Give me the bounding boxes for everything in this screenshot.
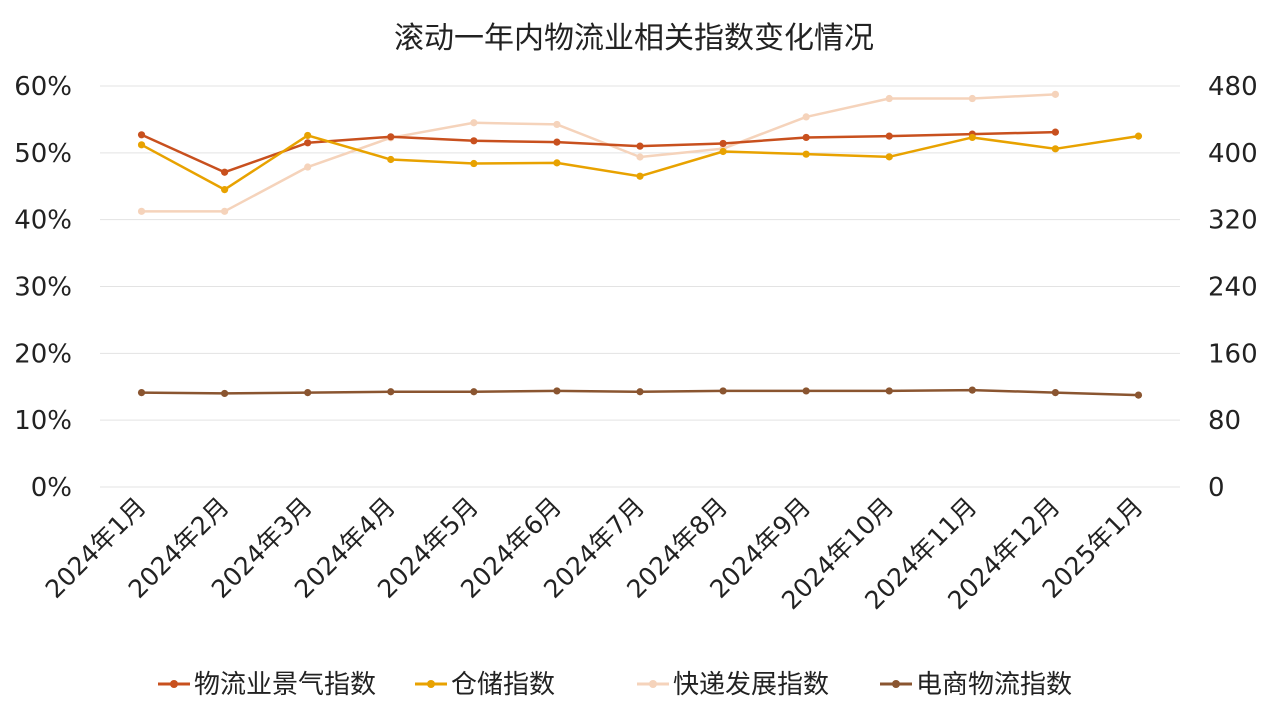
legend-item: 仓储指数 [415,670,555,700]
data-point [636,153,644,161]
data-point [304,139,312,147]
left-y-axis: 0% 10% 20% 30% 40% 50% 60% [14,72,72,503]
right-y-tick-label: 240 [1208,273,1258,303]
legend-item: 物流业景气指数 [158,670,376,700]
data-point [470,119,478,127]
data-point [802,133,810,142]
data-point [1134,391,1143,399]
data-point [885,94,893,103]
data-point [968,94,976,103]
right-y-tick-label: 80 [1208,406,1241,436]
data-point [802,150,810,158]
data-point [636,142,644,150]
data-point [885,387,893,395]
right-y-tick-label: 480 [1208,72,1258,102]
data-point [387,133,395,141]
data-point [553,138,561,146]
data-point [553,120,561,129]
data-point [1051,388,1059,397]
data-point [470,137,478,145]
right-y-tick-label: 320 [1208,206,1258,236]
legend-swatch-marker [427,680,435,688]
legend: 物流业景气指数 仓储指数 快递发展指数 电商物流指数 [158,670,1072,700]
series-仓储指数 [137,131,1143,194]
data-point [470,159,478,168]
data-point [1051,90,1059,98]
left-y-tick-label: 20% [14,339,72,369]
left-y-tick-label: 30% [14,273,72,303]
x-axis: 2024年1月2024年2月2024年3月2024年4月2024年5月2024年… [40,492,1149,615]
data-point [553,387,561,395]
data-point [470,388,478,396]
data-point [885,132,893,140]
data-point [553,159,561,167]
data-point [1051,145,1059,153]
data-point [221,207,229,215]
data-point [719,387,727,395]
data-point [137,388,146,397]
legend-swatch-marker [170,680,178,688]
left-y-tick-label: 10% [14,406,72,436]
legend-item: 电商物流指数 [880,670,1072,700]
data-point [304,388,312,397]
data-point [221,168,229,176]
data-point [137,131,146,139]
left-y-tick-label: 60% [14,72,72,102]
legend-swatch-marker [892,680,900,688]
legend-swatch-marker [649,680,657,688]
series-layer [137,90,1143,399]
data-point [137,207,146,215]
data-point [719,139,727,148]
series-line [141,93,1056,213]
series-物流业景气指数 [137,128,1059,176]
data-point [304,163,312,171]
data-point [636,172,644,180]
data-point [221,185,229,194]
data-point [802,113,810,121]
chart-title: 滚动一年内物流业相关指数变化情况 [394,21,874,56]
data-point [968,386,976,394]
left-y-tick-label: 0% [31,473,72,503]
data-point [802,387,810,395]
right-y-tick-label: 0 [1208,473,1225,503]
series-电商物流指数 [137,386,1143,399]
data-point [387,388,395,396]
legend-label: 物流业景气指数 [194,670,376,700]
data-point [1134,132,1143,140]
data-point [1051,128,1059,136]
legend-label: 快递发展指数 [673,670,829,700]
data-point [304,131,312,140]
series-line [141,130,1056,174]
data-point [387,155,395,164]
right-y-axis: 0 80 160 240 320 400 480 [1208,72,1258,503]
right-y-tick-label: 160 [1208,339,1258,369]
legend-label: 电商物流指数 [916,670,1072,700]
left-y-tick-label: 40% [14,206,72,236]
legend-label: 仓储指数 [451,670,555,700]
data-point [885,153,893,161]
data-point [719,147,727,156]
right-y-tick-label: 400 [1208,139,1258,169]
data-point [221,389,229,398]
left-y-tick-label: 50% [14,139,72,169]
data-point [137,141,146,149]
data-point [636,388,644,396]
data-point [968,133,976,142]
legend-item: 快递发展指数 [637,670,829,700]
